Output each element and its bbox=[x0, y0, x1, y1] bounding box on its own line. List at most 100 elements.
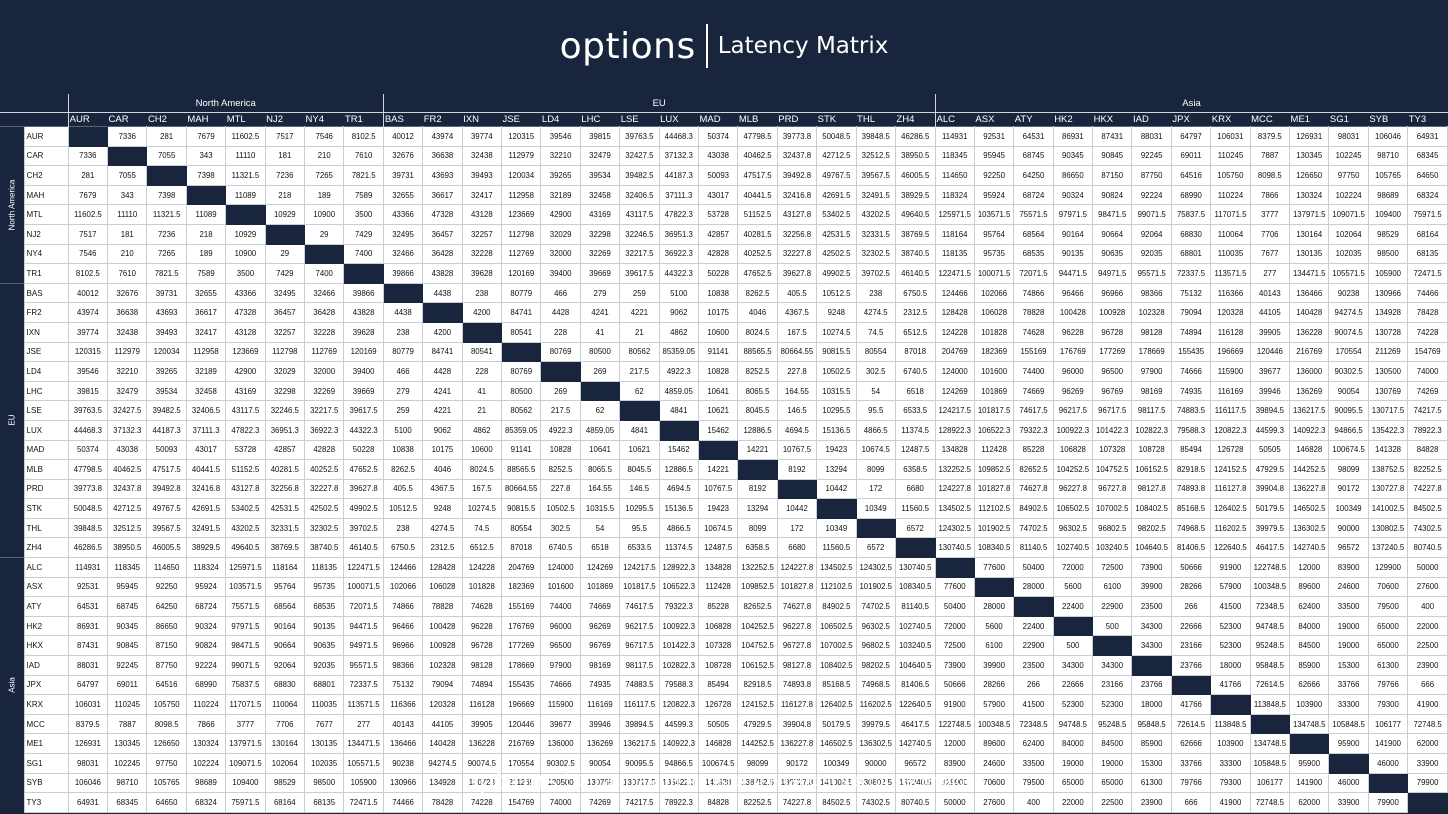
latency-cell: 74968.5 bbox=[1170, 517, 1212, 539]
table-row: HKX 87431 90845 87150 90824 98471.5 90664 90635… bbox=[0, 635, 1448, 657]
latency-cell: 39848.5 bbox=[855, 126, 896, 147]
latency-cell: 146.5 bbox=[619, 478, 660, 500]
latency-cell: 116366 bbox=[1210, 282, 1251, 304]
latency-cell: 130164 bbox=[264, 733, 306, 754]
latency-cell: 50048.5 bbox=[67, 498, 109, 519]
latency-cell: 106828 bbox=[1052, 439, 1094, 461]
latency-cell: 91141 bbox=[697, 341, 739, 363]
latency-cell: 113848.5 bbox=[1249, 694, 1291, 715]
latency-cell: 79500 bbox=[1367, 596, 1409, 617]
latency-cell: 43169 bbox=[579, 204, 621, 225]
latency-cell: 42900 bbox=[540, 204, 581, 225]
latency-cell: 140922.3 bbox=[1289, 419, 1330, 441]
latency-cell: 81406.5 bbox=[1170, 537, 1212, 559]
latency-cell: 74400 bbox=[1013, 361, 1054, 382]
latency-cell: 269 bbox=[540, 380, 581, 402]
latency-cell: 266 bbox=[1170, 596, 1212, 617]
latency-cell: 122748.5 bbox=[1249, 557, 1291, 578]
latency-cell: 84828 bbox=[1407, 439, 1448, 461]
latency-cell: 64931 bbox=[1407, 126, 1448, 147]
latency-cell: 74702.5 bbox=[855, 596, 896, 617]
corner bbox=[24, 94, 69, 113]
row-header: FR2 bbox=[23, 302, 69, 323]
latency-cell: 36951.3 bbox=[264, 419, 306, 441]
latency-cell: 138752.5 bbox=[1367, 459, 1409, 480]
latency-cell: 84502.5 bbox=[816, 792, 857, 813]
latency-cell: 75971.5 bbox=[1407, 204, 1448, 225]
latency-cell: 8262.5 bbox=[737, 282, 778, 304]
table-row: IAD 88031 92245 87750 92224 99071.5 92064 92035… bbox=[0, 655, 1448, 676]
latency-cell: 118324 bbox=[185, 557, 227, 578]
column-header: FR2 bbox=[423, 114, 442, 125]
column-header: ALC bbox=[934, 112, 975, 127]
latency-cell: 42502.5 bbox=[816, 243, 857, 265]
latency-cell: 43117.5 bbox=[225, 400, 266, 421]
table-row: PRD 39773.8 32437.8 39492.8 32416.8 43127.8 32… bbox=[0, 478, 1448, 500]
latency-cell: 72337.5 bbox=[343, 674, 384, 696]
latency-cell: 32458 bbox=[185, 380, 227, 402]
latency-cell: 106502.5 bbox=[816, 615, 857, 637]
latency-cell: 105765 bbox=[146, 772, 187, 794]
latency-cell: 136227.8 bbox=[1289, 478, 1330, 500]
latency-cell: 41 bbox=[579, 321, 621, 343]
latency-cell: 110245 bbox=[1210, 145, 1251, 167]
diagonal-cell bbox=[1249, 713, 1291, 735]
table-row: LUX 44468.3 37132.3 44187.3 37111.3 47822.3 36… bbox=[0, 419, 1448, 441]
latency-cell: 9248 bbox=[816, 302, 857, 323]
latency-cell: 141002.5 bbox=[1367, 498, 1409, 519]
latency-cell: 74669 bbox=[579, 596, 621, 617]
latency-cell: 123669 bbox=[501, 204, 542, 225]
column-header: TY3 bbox=[1408, 114, 1427, 125]
latency-cell: 228 bbox=[461, 361, 503, 382]
diagonal-cell bbox=[225, 204, 266, 225]
latency-cell: 164.55 bbox=[776, 380, 818, 402]
latency-cell: 80769 bbox=[540, 341, 581, 363]
latency-cell: 98710 bbox=[1367, 145, 1409, 167]
latency-cell: 8099 bbox=[737, 517, 778, 539]
latency-cell: 32000 bbox=[540, 243, 581, 265]
latency-cell: 15136.5 bbox=[658, 498, 699, 519]
latency-cell: 87431 bbox=[67, 635, 109, 657]
latency-cell: 68564 bbox=[1013, 223, 1054, 245]
latency-cell: 4841 bbox=[658, 400, 699, 421]
latency-cell: 22500 bbox=[1407, 635, 1448, 657]
latency-cell: 10175 bbox=[422, 439, 463, 461]
latency-cell: 52300 bbox=[1210, 635, 1251, 657]
latency-cell: 108340.5 bbox=[894, 576, 936, 598]
latency-cell: 13294 bbox=[816, 459, 857, 480]
latency-cell: 101422.3 bbox=[658, 635, 699, 657]
latency-cell: 51152.5 bbox=[737, 204, 778, 225]
latency-cell: 68990 bbox=[1170, 184, 1212, 206]
diagonal-cell bbox=[1013, 596, 1054, 617]
latency-cell: 10767.5 bbox=[776, 439, 818, 461]
diagonal-cell bbox=[776, 478, 818, 500]
latency-cell: 39702.5 bbox=[343, 517, 384, 539]
latency-cell: 33300 bbox=[1210, 753, 1251, 774]
latency-cell: 79588.3 bbox=[1170, 419, 1212, 441]
row-header: SG1 bbox=[23, 753, 69, 774]
row-header: LD4 bbox=[23, 361, 69, 382]
latency-cell: 88565.5 bbox=[501, 459, 542, 480]
latency-cell: 72071.5 bbox=[343, 596, 384, 617]
latency-cell: 106152.5 bbox=[737, 655, 778, 676]
latency-cell: 2312.5 bbox=[894, 302, 936, 323]
latency-cell: 81140.5 bbox=[1013, 537, 1054, 559]
latency-cell: 124466 bbox=[934, 282, 975, 304]
latency-cell: 5600 bbox=[973, 615, 1015, 637]
latency-cell: 90164 bbox=[1052, 223, 1094, 245]
table-row: MAD 50374 43038 50093 43017 53728 42857 42828 50… bbox=[0, 439, 1448, 461]
latency-cell: 7706 bbox=[1249, 223, 1291, 245]
latency-cell: 122640.5 bbox=[1210, 537, 1251, 559]
latency-cell: 124269 bbox=[934, 380, 975, 402]
latency-cell: 38769.5 bbox=[894, 223, 936, 245]
column-header: LHC bbox=[581, 114, 601, 125]
latency-cell: 95848.5 bbox=[1249, 655, 1291, 676]
latency-cell: 109852.5 bbox=[973, 459, 1015, 480]
latency-cell: 46000 bbox=[1367, 753, 1409, 774]
latency-cell: 10600 bbox=[461, 439, 503, 461]
latency-cell: 102740.5 bbox=[1052, 537, 1094, 559]
latency-cell: 102066 bbox=[973, 282, 1015, 304]
latency-cell: 6680 bbox=[776, 537, 818, 559]
latency-cell: 74893.8 bbox=[1170, 478, 1212, 500]
latency-cell: 105848.5 bbox=[1249, 753, 1291, 774]
